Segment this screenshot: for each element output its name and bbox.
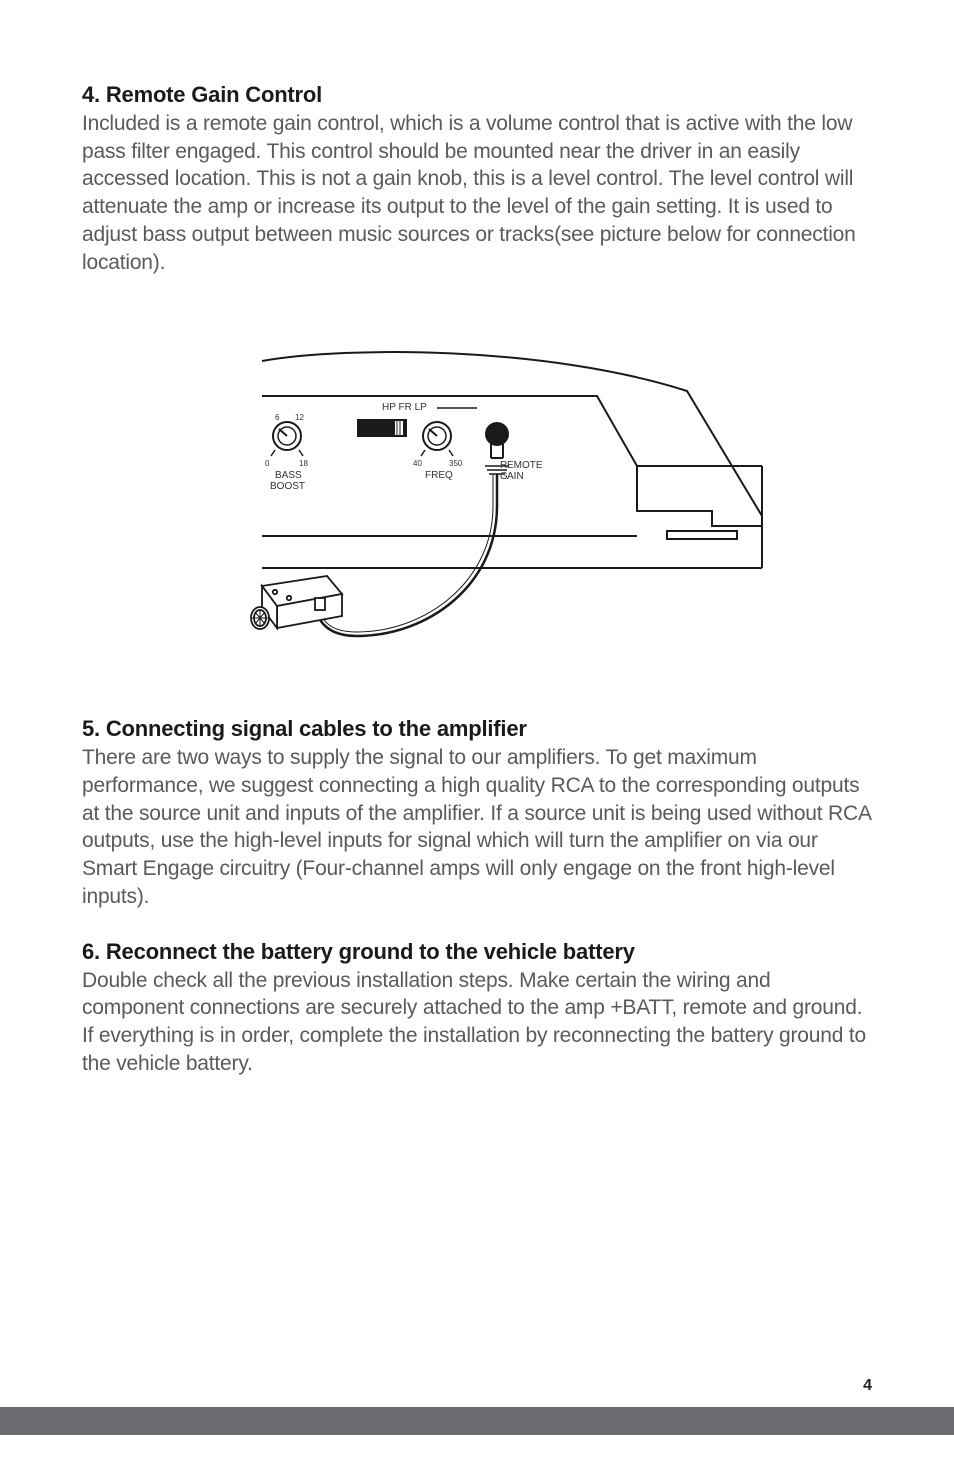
svg-text:0: 0 bbox=[265, 459, 270, 468]
heading-5: 5. Connecting signal cables to the ampli… bbox=[82, 716, 872, 742]
svg-text:350: 350 bbox=[449, 459, 463, 468]
svg-text:EMOTE: EMOTE bbox=[507, 460, 543, 471]
svg-text:G: G bbox=[500, 471, 508, 482]
section-reconnect-battery: 6. Reconnect the battery ground to the v… bbox=[82, 939, 872, 1078]
remote-gain-box bbox=[251, 576, 342, 629]
heading-4: 4. Remote Gain Control bbox=[82, 82, 872, 108]
amplifier-diagram: HP FR LP 6 12 0 18 BASS BOOST bbox=[167, 336, 787, 666]
page-number: 4 bbox=[863, 1377, 872, 1395]
body-4: Included is a remote gain control, which… bbox=[82, 110, 872, 276]
diagram-remote-gain: HP FR LP 6 12 0 18 BASS BOOST bbox=[82, 336, 872, 666]
svg-text:BOOST: BOOST bbox=[270, 481, 305, 492]
section-signal-cables: 5. Connecting signal cables to the ampli… bbox=[82, 716, 872, 910]
cable bbox=[317, 474, 497, 636]
knob-bass-boost: 6 12 0 18 BASS BOOST bbox=[265, 413, 308, 492]
svg-text:R: R bbox=[500, 460, 507, 471]
section-remote-gain: 4. Remote Gain Control Included is a rem… bbox=[82, 82, 872, 276]
label-hp-fr-lp: HP FR LP bbox=[382, 402, 427, 413]
svg-text:AIN: AIN bbox=[507, 471, 524, 482]
jack-remote-gain: EMOTE AIN R G bbox=[485, 422, 543, 482]
svg-text:40: 40 bbox=[413, 459, 422, 468]
svg-text:BASS: BASS bbox=[275, 470, 302, 481]
svg-text:18: 18 bbox=[299, 459, 308, 468]
svg-text:FREQ: FREQ bbox=[425, 470, 453, 481]
svg-text:6: 6 bbox=[275, 413, 280, 422]
svg-text:12: 12 bbox=[295, 413, 304, 422]
body-5: There are two ways to supply the signal … bbox=[82, 744, 872, 910]
knob-freq: 40 350 FREQ bbox=[413, 422, 463, 481]
footer-bar bbox=[0, 1407, 954, 1435]
body-6: Double check all the previous installati… bbox=[82, 967, 872, 1078]
heading-6: 6. Reconnect the battery ground to the v… bbox=[82, 939, 872, 965]
